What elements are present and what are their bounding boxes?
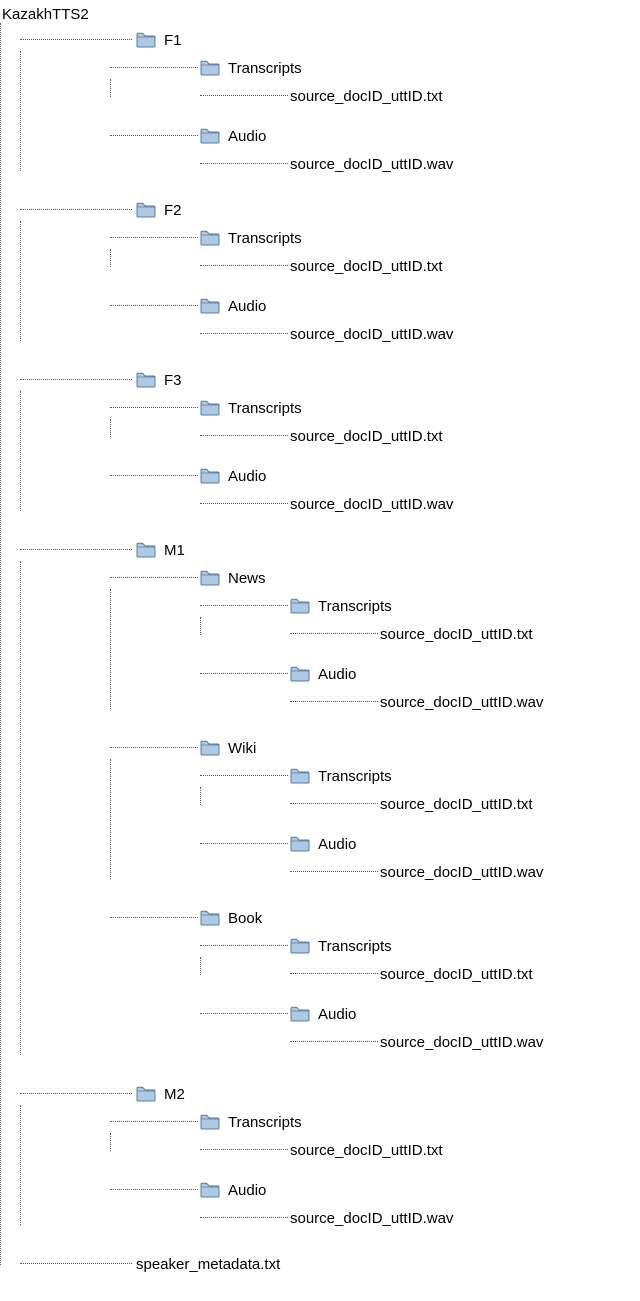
folder-icon: [136, 32, 156, 48]
file-label: source_docID_uttID.wav: [290, 156, 453, 173]
transcripts-file: source_docID_uttID.txt: [200, 425, 640, 447]
folder-label: Audio: [228, 468, 266, 485]
file-label: source_docID_uttID.txt: [290, 428, 443, 445]
folder-label: F2: [164, 202, 182, 219]
folder-icon: [200, 1114, 220, 1130]
file-label: source_docID_uttID.txt: [380, 796, 533, 813]
transcripts-folder: Transcripts: [110, 1111, 640, 1133]
folder-label: Audio: [228, 128, 266, 145]
section-folder-book: Book: [110, 907, 640, 929]
file-label: source_docID_uttID.wav: [290, 326, 453, 343]
folder-icon: [136, 1086, 156, 1102]
folder-label: Transcripts: [228, 60, 302, 77]
root-label: KazakhTTS2: [0, 4, 640, 23]
transcripts-folder: Transcripts: [110, 227, 640, 249]
audio-file: source_docID_uttID.wav: [200, 323, 640, 345]
speaker-folder-f2: F2: [20, 199, 640, 221]
folder-icon: [200, 298, 220, 314]
folder-icon: [136, 202, 156, 218]
folder-label: Transcripts: [228, 1114, 302, 1131]
folder-icon: [290, 836, 310, 852]
folder-icon: [200, 128, 220, 144]
folder-label: Wiki: [228, 740, 256, 757]
folder-label: M1: [164, 542, 185, 559]
transcripts-folder: Transcripts: [200, 595, 640, 617]
transcripts-folder: Transcripts: [110, 397, 640, 419]
speaker-folder-m1: M1: [20, 539, 640, 561]
file-label: source_docID_uttID.wav: [290, 1210, 453, 1227]
file-label: source_docID_uttID.txt: [290, 258, 443, 275]
section-folder-wiki: Wiki: [110, 737, 640, 759]
file-label: source_docID_uttID.txt: [380, 626, 533, 643]
audio-folder: Audio: [200, 833, 640, 855]
folder-label: M2: [164, 1086, 185, 1103]
folder-label: News: [228, 570, 266, 587]
transcripts-folder: Transcripts: [200, 765, 640, 787]
folder-icon: [290, 1006, 310, 1022]
audio-file: source_docID_uttID.wav: [290, 861, 640, 883]
file-label: source_docID_uttID.wav: [380, 1034, 543, 1051]
folder-label: Audio: [228, 1182, 266, 1199]
folder-icon: [200, 468, 220, 484]
audio-folder: Audio: [110, 295, 640, 317]
folder-icon: [290, 938, 310, 954]
audio-folder: Audio: [110, 1179, 640, 1201]
speaker-metadata-file: speaker_metadata.txt: [20, 1253, 640, 1275]
transcripts-folder: Transcripts: [200, 935, 640, 957]
audio-folder: Audio: [200, 663, 640, 685]
folder-label: F1: [164, 32, 182, 49]
file-label: source_docID_uttID.wav: [290, 496, 453, 513]
folder-label: Book: [228, 910, 262, 927]
audio-file: source_docID_uttID.wav: [200, 1207, 640, 1229]
folder-label: Audio: [318, 1006, 356, 1023]
folder-icon: [136, 542, 156, 558]
folder-label: F3: [164, 372, 182, 389]
audio-folder: Audio: [110, 125, 640, 147]
transcripts-file: source_docID_uttID.txt: [200, 85, 640, 107]
transcripts-folder: Transcripts: [110, 57, 640, 79]
folder-icon: [200, 1182, 220, 1198]
audio-folder: Audio: [200, 1003, 640, 1025]
folder-label: Transcripts: [318, 938, 392, 955]
transcripts-file: source_docID_uttID.txt: [290, 793, 640, 815]
transcripts-file: source_docID_uttID.txt: [200, 1139, 640, 1161]
folder-label: Transcripts: [318, 768, 392, 785]
audio-file: source_docID_uttID.wav: [290, 1031, 640, 1053]
folder-label: Transcripts: [318, 598, 392, 615]
file-label: source_docID_uttID.txt: [290, 88, 443, 105]
file-label: speaker_metadata.txt: [136, 1256, 280, 1273]
audio-file: source_docID_uttID.wav: [200, 493, 640, 515]
folder-icon: [136, 372, 156, 388]
folder-label: Audio: [318, 666, 356, 683]
section-folder-news: News: [110, 567, 640, 589]
folder-label: Audio: [318, 836, 356, 853]
folder-icon: [290, 768, 310, 784]
file-tree: F1 Transcripts source_docID_uttID.txt Audio…: [0, 23, 640, 1281]
transcripts-file: source_docID_uttID.txt: [290, 963, 640, 985]
file-label: source_docID_uttID.txt: [380, 966, 533, 983]
folder-icon: [200, 910, 220, 926]
speaker-folder-f3: F3: [20, 369, 640, 391]
audio-folder: Audio: [110, 465, 640, 487]
file-label: source_docID_uttID.wav: [380, 694, 543, 711]
folder-icon: [200, 740, 220, 756]
folder-icon: [200, 230, 220, 246]
audio-file: source_docID_uttID.wav: [290, 691, 640, 713]
folder-label: Transcripts: [228, 230, 302, 247]
transcripts-file: source_docID_uttID.txt: [290, 623, 640, 645]
folder-icon: [200, 60, 220, 76]
audio-file: source_docID_uttID.wav: [200, 153, 640, 175]
file-label: source_docID_uttID.wav: [380, 864, 543, 881]
folder-label: Transcripts: [228, 400, 302, 417]
folder-icon: [200, 570, 220, 586]
speaker-folder-m2: M2: [20, 1083, 640, 1105]
file-label: source_docID_uttID.txt: [290, 1142, 443, 1159]
folder-icon: [290, 598, 310, 614]
folder-icon: [290, 666, 310, 682]
transcripts-file: source_docID_uttID.txt: [200, 255, 640, 277]
speaker-folder-f1: F1: [20, 29, 640, 51]
folder-label: Audio: [228, 298, 266, 315]
folder-icon: [200, 400, 220, 416]
